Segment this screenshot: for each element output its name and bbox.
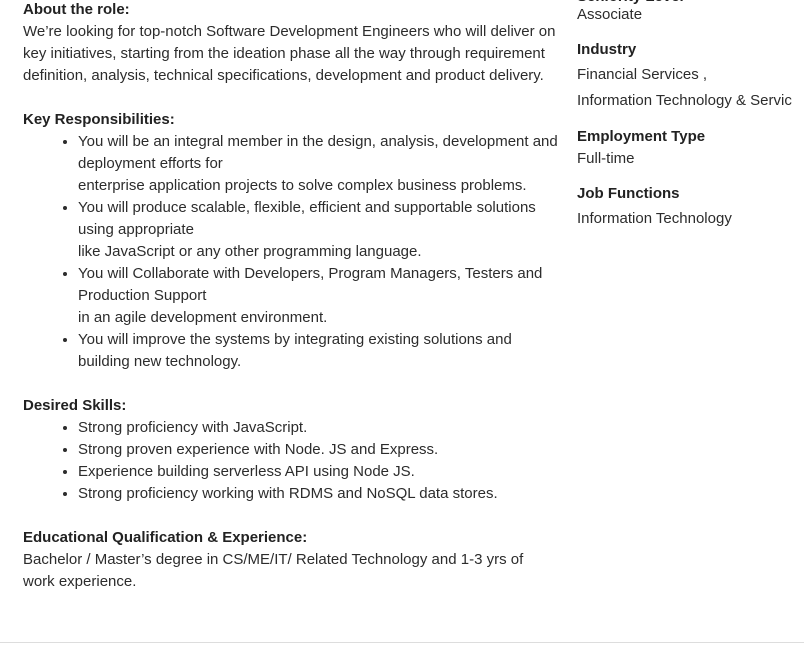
list-text: You will be an integral member in the de… bbox=[78, 133, 558, 172]
detail-label: Job Functions bbox=[577, 185, 680, 202]
list-item: You will produce scalable, flexible, eff… bbox=[78, 197, 558, 263]
list-text: You will improve the systems by integrat… bbox=[78, 331, 512, 370]
detail-label: Industry bbox=[577, 41, 637, 58]
list-item: You will improve the systems by integrat… bbox=[78, 329, 558, 373]
detail-label: Employment Type bbox=[577, 128, 706, 145]
detail-value: Full-time bbox=[577, 150, 635, 167]
section-heading: About the role: bbox=[23, 1, 130, 18]
section-heading: Educational Qualification & Experience: bbox=[23, 529, 308, 546]
list-text: Strong proficiency working with RDMS and… bbox=[78, 485, 498, 502]
section-heading: Desired Skills: bbox=[23, 397, 127, 414]
skill-list: Strong proficiency with JavaScript. Stron… bbox=[23, 417, 558, 505]
list-item: Experience building serverless API using… bbox=[78, 461, 558, 483]
list-text: You will Collaborate with Developers, Pr… bbox=[78, 265, 543, 304]
list-item: You will Collaborate with Developers, Pr… bbox=[78, 263, 558, 329]
list-item: You will be an integral member in the de… bbox=[78, 131, 558, 197]
responsibility-list: You will be an integral member in the de… bbox=[23, 131, 558, 373]
detail-value: Information Technology bbox=[577, 210, 732, 227]
list-text: in an agile development environment. bbox=[78, 309, 328, 326]
list-text: like JavaScript or any other programming… bbox=[78, 243, 422, 260]
list-text: You will produce scalable, flexible, eff… bbox=[78, 199, 536, 238]
list-text: Strong proven experience with Node. JS a… bbox=[78, 441, 439, 458]
detail-value: Associate bbox=[577, 6, 643, 23]
paragraph: Bachelor / Master’s degree in CS/ME/IT/ … bbox=[23, 551, 524, 590]
list-text: Experience building serverless API using… bbox=[78, 463, 415, 480]
paragraph: We’re looking for top-notch Software Dev… bbox=[23, 23, 556, 84]
divider bbox=[0, 642, 804, 643]
section-heading: Key Responsibilities: bbox=[23, 111, 175, 128]
list-item: Strong proficiency working with RDMS and… bbox=[78, 483, 558, 505]
list-item: Strong proficiency with JavaScript. bbox=[78, 417, 558, 439]
detail-label: Seniority Level bbox=[577, 0, 684, 8]
list-text: Strong proficiency with JavaScript. bbox=[78, 419, 308, 436]
job-description: About the role: We’re looking for top-no… bbox=[23, 0, 558, 593]
detail-value: Information Technology & Servic bbox=[577, 92, 792, 109]
list-item: Strong proven experience with Node. JS a… bbox=[78, 439, 558, 461]
list-text: enterprise application projects to solve… bbox=[78, 177, 527, 194]
detail-value: Financial Services , bbox=[577, 66, 708, 83]
job-details: Seniority Level Associate Industry Finan… bbox=[577, 0, 804, 640]
